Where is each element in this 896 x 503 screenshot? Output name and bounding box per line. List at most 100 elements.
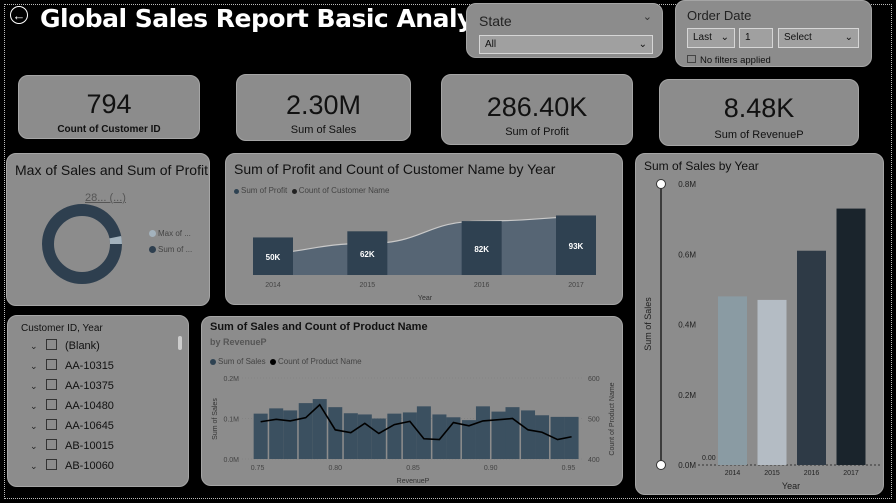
legend-label: Max of ... xyxy=(158,229,191,238)
checkbox[interactable] xyxy=(46,419,57,430)
chevron-up-icon[interactable]: ⌄ xyxy=(642,11,652,23)
range-slider-handle-top xyxy=(656,179,666,189)
x-tick-label: 2015 xyxy=(764,470,780,477)
sales-bar xyxy=(387,413,402,459)
list-item-label: (Blank) xyxy=(65,340,100,352)
legend-dot xyxy=(149,246,156,253)
kpi-card-customer-count: 794 Count of Customer ID xyxy=(18,75,200,139)
sales-bar xyxy=(535,415,550,459)
legend-label: Count of Product Name xyxy=(278,357,362,366)
checkbox[interactable] xyxy=(46,359,57,370)
sales-product-legend: Sum of Sales Count of Product Name xyxy=(210,357,362,366)
sales-bar xyxy=(328,407,343,459)
checkbox[interactable] xyxy=(46,379,57,390)
list-item[interactable]: ⌄ AA-10375 xyxy=(30,378,114,394)
sales-product-chart[interactable]: 0.0M 0.1M 0.2M 400 500 600 0.75 0.80 0.85 0.90 0.9… xyxy=(202,317,624,487)
x-tick-label: 2017 xyxy=(568,282,584,289)
legend-dot xyxy=(210,359,216,365)
x-tick-label: 0.75 xyxy=(251,465,265,472)
sales-bar xyxy=(475,406,490,459)
profit-data-label: 50K xyxy=(266,253,281,262)
list-item[interactable]: ⌄ (Blank) xyxy=(30,338,100,354)
sales-bar xyxy=(283,410,298,459)
y-tick-label: 0.6M xyxy=(678,250,696,259)
checkbox[interactable] xyxy=(46,439,57,450)
period-unit-dropdown[interactable]: Select ⌄ xyxy=(778,28,859,48)
kpi-card-sales: 2.30M Sum of Sales xyxy=(236,74,411,141)
list-item[interactable]: ⌄ AB-10015 xyxy=(30,438,114,454)
sales-bar xyxy=(402,412,417,459)
donut-legend-sum[interactable]: Sum of ... xyxy=(149,245,192,254)
sales-bar xyxy=(269,408,284,459)
x-axis-label: Year xyxy=(418,295,433,302)
donut-legend-max[interactable]: Max of ... xyxy=(149,229,191,238)
sales-year-bar xyxy=(757,299,787,465)
legend-dot xyxy=(270,359,277,365)
x-tick-label: 2015 xyxy=(360,282,376,289)
filter-status-text: No filters applied xyxy=(700,55,771,66)
checkbox[interactable] xyxy=(46,459,57,470)
profit-bar xyxy=(461,221,502,275)
chevron-down-icon[interactable]: ⌄ xyxy=(30,441,38,451)
sales-year-title: Sum of Sales by Year xyxy=(644,159,759,173)
list-scrollbar[interactable] xyxy=(178,336,182,350)
period-count-input[interactable]: 1 xyxy=(739,28,773,48)
sales-bar xyxy=(416,406,431,459)
back-arrow-icon[interactable]: ← xyxy=(10,6,28,24)
data-annotation: 0.00 xyxy=(702,455,716,462)
donut-visual: Max of Sales and Sum of Profit 28... (..… xyxy=(6,153,210,306)
y2-tick-label: 600 xyxy=(588,376,600,383)
list-item[interactable]: ⌄ AB-10060 xyxy=(30,458,114,474)
donut-chart[interactable] xyxy=(37,199,127,289)
checkbox[interactable] xyxy=(46,399,57,410)
order-date-title: Order Date xyxy=(687,8,752,23)
y2-tick-label: 500 xyxy=(588,417,600,424)
state-dropdown[interactable]: All ⌄ xyxy=(479,35,653,54)
sales-bar xyxy=(564,416,579,459)
sales-bar xyxy=(298,403,313,459)
y2-axis-label: Count of Product Name xyxy=(609,382,616,455)
kpi-card-profit: 286.40K Sum of Profit xyxy=(441,74,633,145)
order-date-slicer: Order Date Last ⌄ 1 Select ⌄ No filters … xyxy=(675,0,872,67)
chevron-down-icon[interactable]: ⌄ xyxy=(30,341,38,351)
donut-slice-max xyxy=(109,235,122,245)
sales-bar xyxy=(371,418,386,459)
chevron-down-icon[interactable]: ⌄ xyxy=(30,461,38,471)
chevron-down-icon[interactable]: ⌄ xyxy=(30,401,38,411)
kpi-value: 286.40K xyxy=(486,92,588,122)
profit-data-label: 62K xyxy=(360,250,375,259)
y-tick-label: 0.8M xyxy=(678,180,696,189)
legend-dot xyxy=(149,230,156,237)
x-tick-label: 0.95 xyxy=(562,465,576,472)
chevron-down-icon: ⌄ xyxy=(720,32,729,43)
sales-bar xyxy=(521,410,536,459)
sales-product-title: Sum of Sales and Count of Product Name xyxy=(210,321,428,333)
profit-bar xyxy=(253,237,293,275)
y-tick-label: 0.0M xyxy=(678,461,696,470)
profit-data-label: 93K xyxy=(569,242,584,251)
chevron-down-icon[interactable]: ⌄ xyxy=(30,381,38,391)
list-item-label: AA-10645 xyxy=(65,420,114,432)
list-item[interactable]: ⌄ AA-10480 xyxy=(30,398,114,414)
checkbox[interactable] xyxy=(46,339,57,350)
sales-year-chart[interactable]: 0.0M 0.2M 0.4M 0.6M 0.8M 2014 2015 2016 2017 0.00… xyxy=(636,154,885,496)
x-axis-label: Year xyxy=(782,481,800,491)
legend-dot xyxy=(291,189,297,194)
list-item-label: AA-10315 xyxy=(65,360,114,372)
list-item[interactable]: ⌄ AA-10315 xyxy=(30,358,114,374)
list-item[interactable]: ⌄ AA-10645 xyxy=(30,418,114,434)
sales-year-bar xyxy=(718,296,747,465)
kpi-label: Sum of RevenueP xyxy=(714,129,804,141)
period-unit-value: Select xyxy=(784,32,812,43)
y-tick-label: 0.4M xyxy=(678,321,696,330)
state-dropdown-value: All xyxy=(485,39,497,50)
sales-year-visual: Sum of Sales by Year 0.0M 0.2M 0.4M 0.6M 0.8… xyxy=(635,153,884,495)
relative-dropdown[interactable]: Last ⌄ xyxy=(687,28,735,48)
period-count-value: 1 xyxy=(745,32,751,43)
chevron-down-icon[interactable]: ⌄ xyxy=(30,361,38,371)
relative-value: Last xyxy=(693,32,712,43)
sales-bar xyxy=(505,407,520,459)
profit-year-chart[interactable]: 50K 62K 82K 93K 2014 2015 2016 2017 Year xyxy=(226,154,624,306)
chevron-down-icon[interactable]: ⌄ xyxy=(30,421,38,431)
customer-list-slicer: Customer ID, Year ⌄ (Blank) ⌄ AA-10315 ⌄ AA-1… xyxy=(7,315,189,487)
